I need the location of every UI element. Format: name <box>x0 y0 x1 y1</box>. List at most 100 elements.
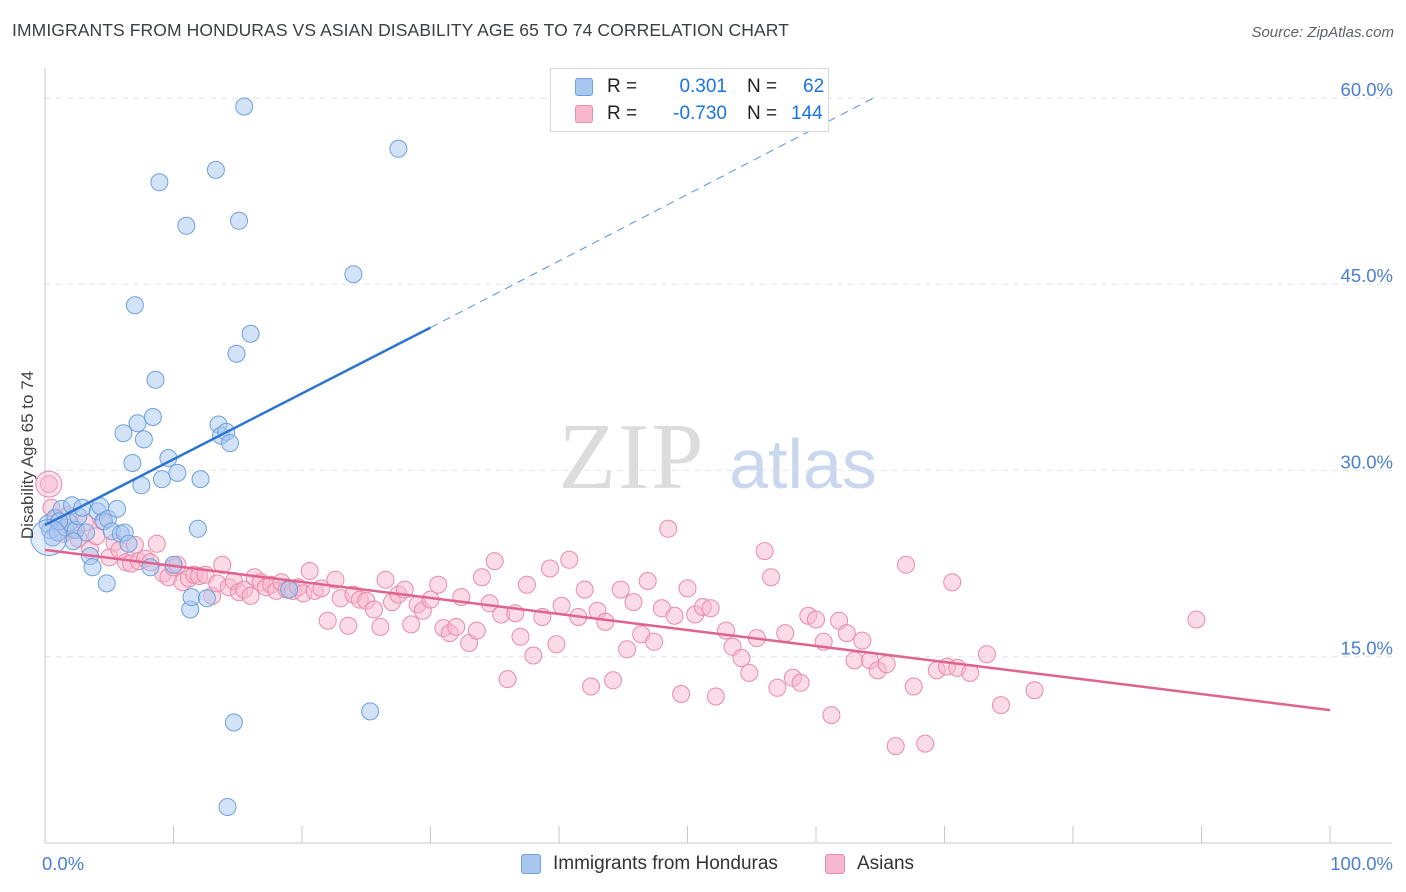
honduras-point-60 <box>64 532 83 551</box>
asians-point-60 <box>371 617 390 636</box>
asians-cluster-bubble <box>35 470 63 498</box>
asians-point-123 <box>807 610 825 629</box>
asians-point-86 <box>541 559 559 578</box>
x-tick-label-start: 0.0% <box>42 853 84 874</box>
asians-point-91 <box>575 580 594 599</box>
honduras-point-54 <box>235 97 254 116</box>
asians-point-80 <box>498 670 517 689</box>
watermark-zip: ZIP <box>559 405 706 509</box>
asians-point-105 <box>672 685 691 703</box>
honduras-point-14 <box>83 558 102 577</box>
asians-point-38 <box>241 586 260 605</box>
y-tick-label-3: 60.0% <box>1341 79 1393 100</box>
asians-point-100 <box>638 572 657 590</box>
honduras-point-51 <box>224 713 243 732</box>
stats-n-value-honduras: 62 <box>803 76 825 97</box>
asians-point-92 <box>582 677 601 696</box>
asians-point-78 <box>485 552 504 571</box>
honduras-point-41 <box>182 588 201 607</box>
asians-point-75 <box>467 621 486 640</box>
asians-point-110 <box>706 687 725 706</box>
honduras-point-45 <box>206 160 225 179</box>
honduras-point-34 <box>150 173 169 192</box>
honduras-point-52 <box>227 344 246 363</box>
asians-point-136 <box>916 734 935 753</box>
honduras-point-58 <box>361 702 380 721</box>
asians-point-97 <box>618 640 637 659</box>
honduras-point-49 <box>221 434 239 453</box>
honduras-point-26 <box>123 454 142 472</box>
correlation-stats-box: R = 0.301 N = 62 R = -0.730 N = 144 <box>550 68 829 132</box>
asians-point-76 <box>472 568 491 587</box>
asians-point-104 <box>665 606 684 625</box>
asians-point-125 <box>822 706 841 725</box>
legend-swatch-honduras <box>521 854 541 874</box>
asians-point-69 <box>429 575 448 594</box>
honduras-cluster-bubble <box>30 518 68 556</box>
asians-point-142 <box>992 696 1010 715</box>
asians-point-65 <box>402 615 421 634</box>
asians-point-21 <box>147 534 166 553</box>
honduras-trend-line <box>44 326 432 527</box>
honduras-point-44 <box>197 589 216 608</box>
asians-point-87 <box>547 635 566 654</box>
stats-r-value-asians: -0.730 <box>673 103 727 124</box>
asians-point-121 <box>791 673 810 692</box>
stats-row-asians: R = -0.730 N = 144 <box>575 101 823 127</box>
asians-point-33 <box>213 555 232 574</box>
honduras-trend-extension <box>430 97 875 329</box>
legend-swatch-asians <box>825 854 845 874</box>
asians-point-114 <box>740 663 759 682</box>
axis-labels: 15.0% 30.0% 45.0% 60.0% 0.0% 100.0% Disability… <box>18 79 1393 874</box>
asians-point-133 <box>886 737 905 756</box>
honduras-point-53 <box>230 211 248 230</box>
y-tick-label-0: 15.0% <box>1341 638 1393 659</box>
honduras-point-28 <box>128 414 147 433</box>
legend-item-honduras[interactable]: Immigrants from Honduras <box>521 851 778 877</box>
honduras-point-32 <box>143 408 162 426</box>
asians-point-135 <box>904 677 923 696</box>
asians-point-145 <box>943 573 962 592</box>
honduras-point-56 <box>280 580 299 599</box>
stats-swatch-honduras <box>575 78 593 96</box>
asians-point-113 <box>732 649 751 667</box>
asians-point-109 <box>701 599 720 618</box>
stats-r-label: R = <box>607 103 638 124</box>
asians-point-84 <box>524 646 543 665</box>
y-tick-label-2: 45.0% <box>1341 265 1393 286</box>
honduras-point-30 <box>134 430 153 449</box>
y-axis-title: Disability Age 65 to 74 <box>18 371 37 539</box>
honduras-point-42 <box>188 519 207 538</box>
honduras-points <box>30 97 408 816</box>
honduras-point-39 <box>177 216 196 235</box>
asians-point-98 <box>624 593 643 612</box>
grid-layer <box>45 97 1392 658</box>
asians-points <box>35 470 1206 756</box>
honduras-point-27 <box>125 296 144 315</box>
asians-point-83 <box>517 575 536 594</box>
asians-point-101 <box>645 632 664 651</box>
honduras-point-12 <box>77 523 96 542</box>
asians-point-89 <box>560 550 579 569</box>
stats-r-label: R = <box>607 76 638 97</box>
asians-point-59 <box>365 600 383 619</box>
legend-item-asians[interactable]: Asians <box>825 851 914 877</box>
asians-point-132 <box>877 655 896 674</box>
asians-point-134 <box>897 555 915 574</box>
asians-trend-line <box>44 548 1331 712</box>
asians-point-61 <box>376 570 395 589</box>
asians-point-95 <box>604 671 622 690</box>
asians-point-55 <box>339 616 358 635</box>
honduras-point-33 <box>146 370 165 389</box>
asians-point-103 <box>659 519 678 538</box>
honduras-point-50 <box>218 798 237 816</box>
watermark-atlas: atlas <box>729 425 877 503</box>
honduras-point-20 <box>108 499 126 518</box>
asians-point-119 <box>776 624 795 643</box>
asians-point-88 <box>552 596 571 615</box>
asians-point-49 <box>300 562 319 580</box>
honduras-point-38 <box>168 463 187 482</box>
honduras-point-57 <box>344 265 363 284</box>
legend-label-asians: Asians <box>857 853 915 874</box>
